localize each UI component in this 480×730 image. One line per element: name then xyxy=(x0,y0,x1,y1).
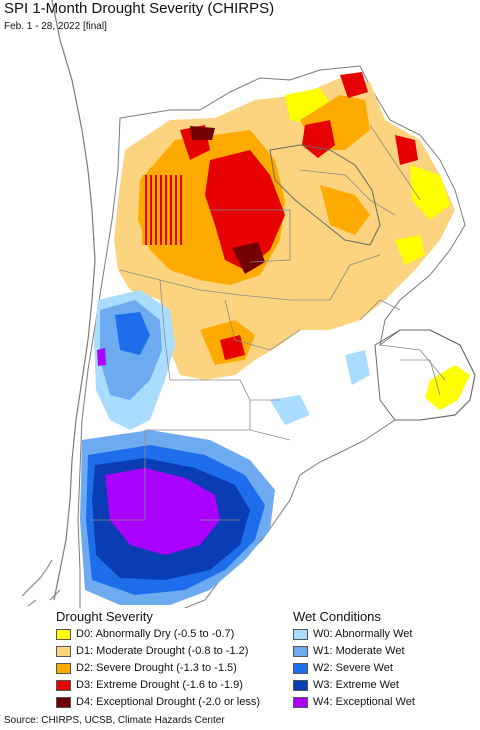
d1-swatch xyxy=(56,645,71,657)
d3-paraguay-area xyxy=(302,120,335,158)
legend-item-d0: D0: Abnormally Dry (-0.5 to -0.7) xyxy=(56,627,234,641)
uruguay-border xyxy=(374,329,476,421)
w3-swatch xyxy=(293,679,308,691)
drought-map xyxy=(21,0,476,610)
paraguay-border xyxy=(269,144,381,246)
chile-coastline xyxy=(51,0,96,601)
d3-top-area xyxy=(340,72,368,98)
w1-swatch xyxy=(293,645,308,657)
w4-label: W4: Exceptional Wet xyxy=(313,696,415,708)
d4-label: D4: Exceptional Drought (-2.0 or less) xyxy=(76,696,261,708)
map-subtitle: Feb. 1 - 28, 2022 [final] xyxy=(4,21,107,32)
d3-label: D3: Extreme Drought (-1.6 to -1.9) xyxy=(76,679,243,691)
drought-legend-heading: Drought Severity xyxy=(56,609,153,624)
d0-swatch xyxy=(56,628,71,640)
d4-central-area xyxy=(232,242,265,274)
legend-item-w0: W0: Abnormally Wet xyxy=(293,627,412,641)
legend-item-w2: W2: Severe Wet xyxy=(293,661,393,675)
w4-south-area xyxy=(105,468,220,555)
d1-label: D1: Moderate Drought (-0.8 to -1.2) xyxy=(76,645,249,657)
d0-east-area xyxy=(410,165,450,220)
admin-borders xyxy=(90,124,446,521)
d3-swatch xyxy=(56,679,71,691)
d2-swatch xyxy=(56,662,71,674)
d2-east-area xyxy=(320,185,370,235)
d4-swatch xyxy=(56,696,71,708)
d0-label: D0: Abnormally Dry (-0.5 to -0.7) xyxy=(76,628,235,640)
w0-label: W0: Abnormally Wet xyxy=(313,628,413,640)
legend-item-w3: W3: Extreme Wet xyxy=(293,678,399,692)
w0-east-area xyxy=(345,350,370,385)
w0-swatch xyxy=(293,628,308,640)
legend-item-d3: D3: Extreme Drought (-1.6 to -1.9) xyxy=(56,678,243,692)
d0-uruguay-area xyxy=(425,365,470,410)
w4-west-spot xyxy=(97,348,106,366)
w0-pampa-area xyxy=(270,395,310,425)
d4-north-area xyxy=(190,126,215,140)
legend-item-d4: D4: Exceptional Drought (-2.0 or less) xyxy=(56,695,260,709)
w2-label: W2: Severe Wet xyxy=(313,662,393,674)
legend-item-d1: D1: Moderate Drought (-0.8 to -1.2) xyxy=(56,644,248,658)
chile-islands xyxy=(21,559,61,607)
legend-item-w1: W1: Moderate Wet xyxy=(293,644,405,658)
wet-legend-heading: Wet Conditions xyxy=(293,609,381,624)
d0-south-brazil xyxy=(395,235,425,265)
legend-item-d2: D2: Severe Drought (-1.3 to -1.5) xyxy=(56,661,237,675)
source-credit: Source: CHIRPS, UCSB, Climate Hazards Ce… xyxy=(4,715,225,726)
w1-label: W1: Moderate Wet xyxy=(313,645,405,657)
w3-label: W3: Extreme Wet xyxy=(313,679,399,691)
d2-striped-area xyxy=(142,175,182,245)
d2-label: D2: Severe Drought (-1.3 to -1.5) xyxy=(76,662,237,674)
legend: Drought Severity Wet Conditions D0: Abno… xyxy=(0,608,480,712)
w2-west-area xyxy=(115,312,150,355)
d3-northeast-area xyxy=(395,135,418,165)
legend-item-w4: W4: Exceptional Wet xyxy=(293,695,415,709)
w2-swatch xyxy=(293,662,308,674)
w4-swatch xyxy=(293,696,308,708)
map-title: SPI 1-Month Drought Severity (CHIRPS) xyxy=(4,0,275,17)
